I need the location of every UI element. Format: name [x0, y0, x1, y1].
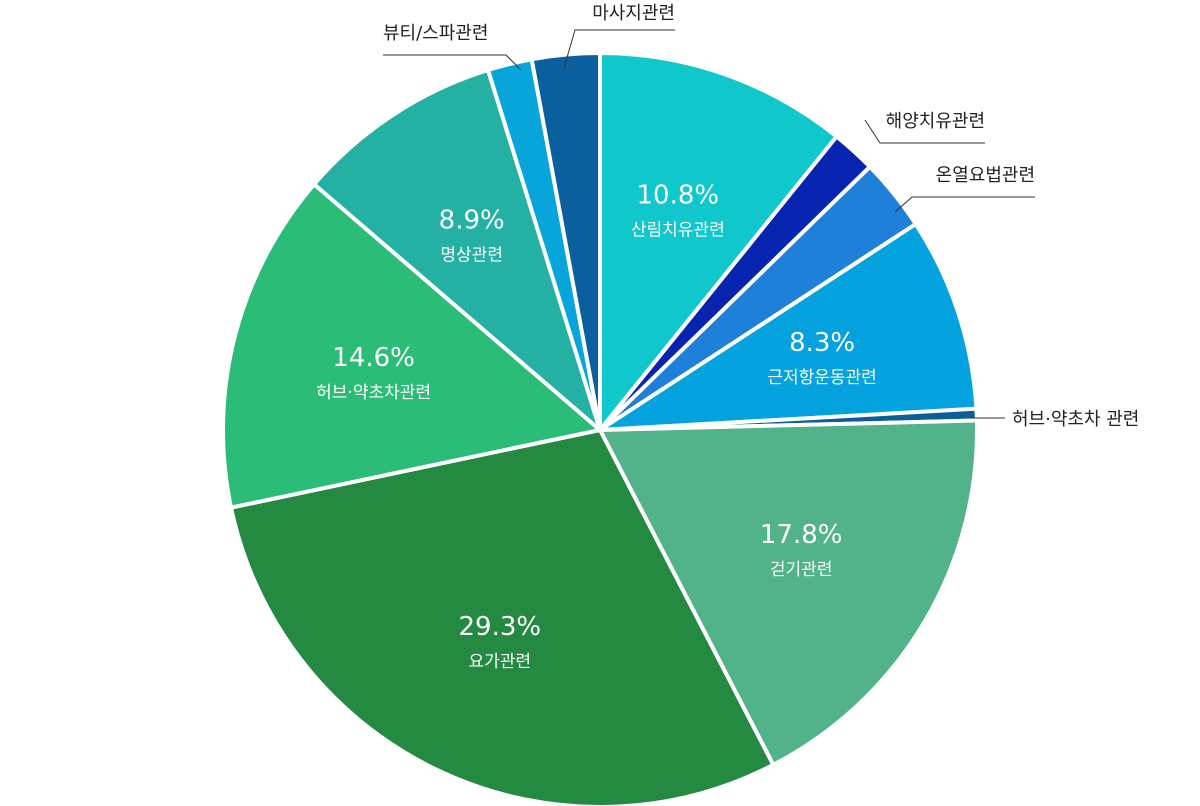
pie-slice-5: [598, 418, 979, 767]
slice-category-label-8: 명상관련: [440, 246, 503, 266]
slice-category-label-10: 마사지관련: [592, 3, 675, 24]
slice-category-label-5: 걷기관련: [770, 560, 833, 580]
leader-line-2: [894, 196, 1035, 213]
slice-category-label-1: 해양치유관련: [886, 111, 985, 132]
slice-category-label-0: 산림치유관련: [631, 221, 725, 241]
leader-lines: [383, 29, 1035, 419]
slice-value-label-0: 10.8%: [636, 181, 719, 211]
leader-line-1: [864, 119, 985, 144]
pie-slice-7: [220, 182, 602, 510]
pie-slice-10: [529, 51, 602, 432]
pie-slice-0: [598, 51, 839, 432]
slice-category-label-9: 뷰티/스파관련: [383, 23, 488, 44]
pie-slices: [220, 51, 979, 806]
leader-line-9: [383, 54, 522, 71]
slice-category-label-3: 근저항운동관련: [767, 368, 876, 388]
leader-line-10: [563, 29, 675, 69]
slice-category-label-4: 허브·약초차 관련: [1012, 409, 1139, 430]
slice-category-label-6: 요가관련: [469, 652, 532, 672]
pie-slice-6: [229, 428, 776, 806]
slice-value-label-6: 29.3%: [458, 612, 541, 642]
slice-value-label-3: 8.3%: [789, 328, 855, 358]
slice-value-label-8: 8.9%: [439, 206, 505, 236]
slice-value-label-5: 17.8%: [760, 520, 843, 550]
pie-slice-8: [312, 68, 602, 432]
slice-category-label-7: 허브·약초차관련: [316, 383, 431, 403]
pie-slice-3: [598, 222, 979, 432]
slice-category-label-2: 온열요법관련: [936, 165, 1035, 186]
slice-value-label-7: 14.6%: [332, 343, 415, 373]
